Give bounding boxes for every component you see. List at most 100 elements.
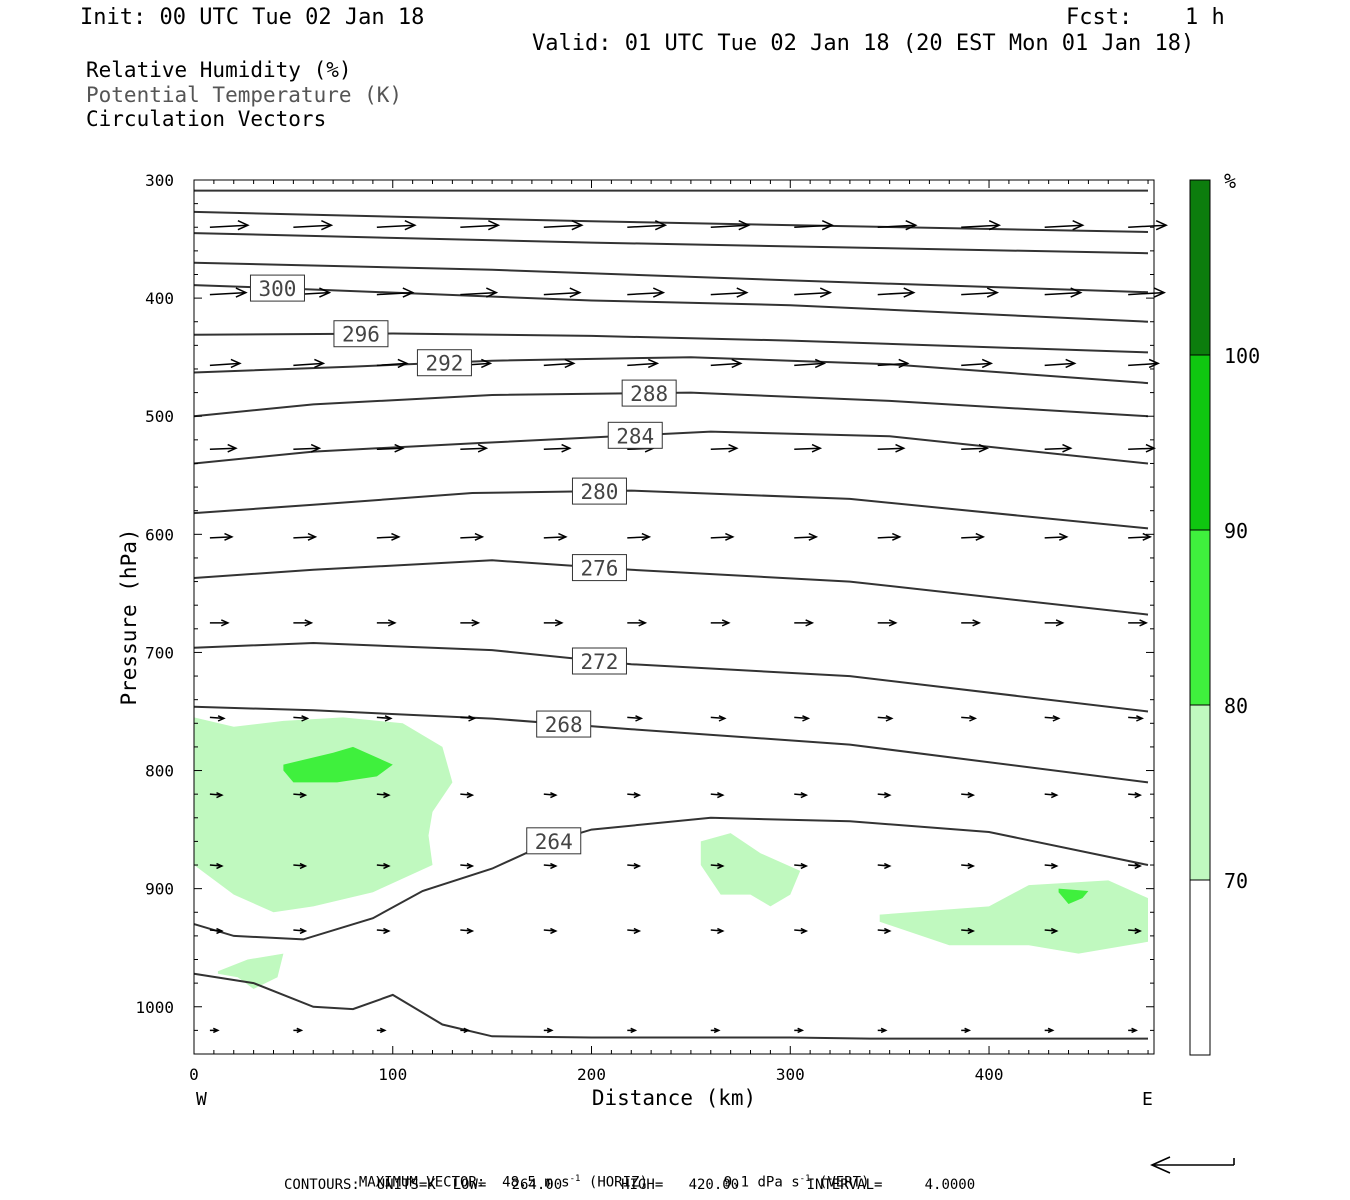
- vector-arrow: [794, 716, 809, 720]
- vector-head: [466, 862, 475, 870]
- vector-head: [1139, 619, 1148, 627]
- colorbar-unit: %: [1224, 169, 1236, 193]
- vector-head: [1055, 619, 1065, 627]
- contour-label-box: [333, 320, 389, 348]
- contour-label-box: [607, 421, 663, 449]
- vector-arrow: [1044, 536, 1067, 539]
- vector-head: [819, 287, 833, 298]
- contour-label: 300: [259, 277, 297, 301]
- vector-head: [885, 715, 894, 722]
- vector-arrow: [961, 291, 998, 296]
- vector-head: [964, 1027, 972, 1034]
- contour-info: CONTOURS: UNITS=K LOW= 264.00 HIGH= 420.…: [284, 1177, 976, 1193]
- vector-arrow: [209, 447, 236, 451]
- vector-head: [296, 1027, 304, 1034]
- legend-rh: Relative Humidity (%): [86, 58, 352, 82]
- vector-head: [1052, 715, 1061, 722]
- vector-head: [402, 287, 415, 298]
- relative-humidity-fill: [194, 717, 1148, 989]
- rh-region: [1058, 888, 1089, 904]
- theta-contour: [193, 641, 1149, 713]
- theta-contour: [193, 391, 1149, 418]
- vector-head: [404, 220, 417, 231]
- vector-arrow: [293, 536, 316, 539]
- vector-head: [633, 927, 642, 935]
- vector-arrow: [209, 291, 246, 296]
- potential-temperature-contours: [193, 189, 1149, 1040]
- vector-arrow: [1044, 447, 1071, 451]
- theta-contour: [193, 816, 1149, 941]
- theta-contour: [193, 559, 1149, 616]
- vector-head: [299, 862, 308, 870]
- contour-label: 276: [580, 557, 618, 581]
- vector-head: [808, 532, 819, 541]
- vector-arrow: [209, 362, 240, 367]
- vector-head: [635, 715, 644, 722]
- vector-head: [466, 792, 475, 799]
- vector-head: [486, 287, 499, 298]
- vector-head: [216, 927, 224, 935]
- vector-head: [387, 619, 397, 627]
- vector-head: [391, 532, 401, 541]
- vector-arrow: [794, 224, 833, 228]
- vector-head: [880, 1027, 888, 1034]
- vector-head: [481, 358, 493, 369]
- vector-arrow: [293, 447, 320, 451]
- vector-head: [800, 792, 809, 799]
- vector-head: [564, 358, 576, 369]
- vector-head: [654, 220, 668, 231]
- vector-arrow: [293, 224, 332, 228]
- theta-contour: [193, 284, 1149, 323]
- colorbar-segment: [1189, 704, 1211, 881]
- vector-arrow: [376, 224, 415, 228]
- rh-region: [217, 953, 284, 989]
- colorbar-segment: [1189, 879, 1211, 1056]
- vector-arrow: [460, 536, 483, 539]
- vector-arrow: [1128, 716, 1143, 720]
- contour-label-box: [526, 827, 582, 855]
- vector-head: [1047, 1027, 1055, 1034]
- vector-head: [1136, 715, 1144, 722]
- vector-head: [463, 1027, 471, 1034]
- rh-region: [879, 880, 1148, 954]
- vector-head: [488, 220, 501, 231]
- vector-arrow: [543, 291, 580, 296]
- vector-head: [811, 443, 823, 453]
- vector-arrow: [1044, 362, 1075, 367]
- vector-arrow: [460, 447, 487, 451]
- theta-contour: [193, 261, 1149, 294]
- vector-arrow: [460, 716, 475, 720]
- vector-arrow: [543, 224, 582, 228]
- vector-arrow: [710, 536, 733, 539]
- vector-head: [728, 443, 739, 453]
- vector-head: [821, 220, 835, 231]
- vector-head: [1065, 358, 1077, 369]
- vector-head: [717, 862, 725, 870]
- y-tick-label: 800: [145, 762, 174, 781]
- vector-head: [638, 619, 648, 627]
- vector-head: [814, 358, 827, 369]
- vector-arrow: [209, 536, 232, 539]
- contour-label-box: [536, 710, 592, 738]
- vector-head: [1050, 927, 1059, 935]
- vector-head: [800, 862, 809, 870]
- vector-head: [903, 287, 916, 298]
- vector-arrow: [1128, 224, 1167, 228]
- vector-head: [379, 1027, 387, 1034]
- y-tick-label: 400: [145, 289, 174, 308]
- vector-arrow: [376, 536, 399, 539]
- contour-label-box: [571, 554, 627, 582]
- axis-labels: 0 100 200 300 400 300 400 500 600 700 800 900 1000 W E…: [117, 171, 1153, 1110]
- vector-arrow: [1044, 716, 1059, 720]
- valid-time: Valid: 01 UTC Tue 02 Jan 18 (20 EST Mon …: [532, 31, 1195, 56]
- vector-arrow: [710, 716, 725, 720]
- x-tick-label: 300: [776, 1065, 805, 1084]
- vector-head: [717, 792, 725, 799]
- vector-head: [717, 927, 725, 935]
- colorbar-segment: [1189, 354, 1211, 531]
- contour-label: 284: [616, 424, 654, 448]
- forecast-label: Fcst:: [1066, 5, 1133, 30]
- vector-head: [558, 532, 568, 541]
- vector-head: [725, 532, 735, 541]
